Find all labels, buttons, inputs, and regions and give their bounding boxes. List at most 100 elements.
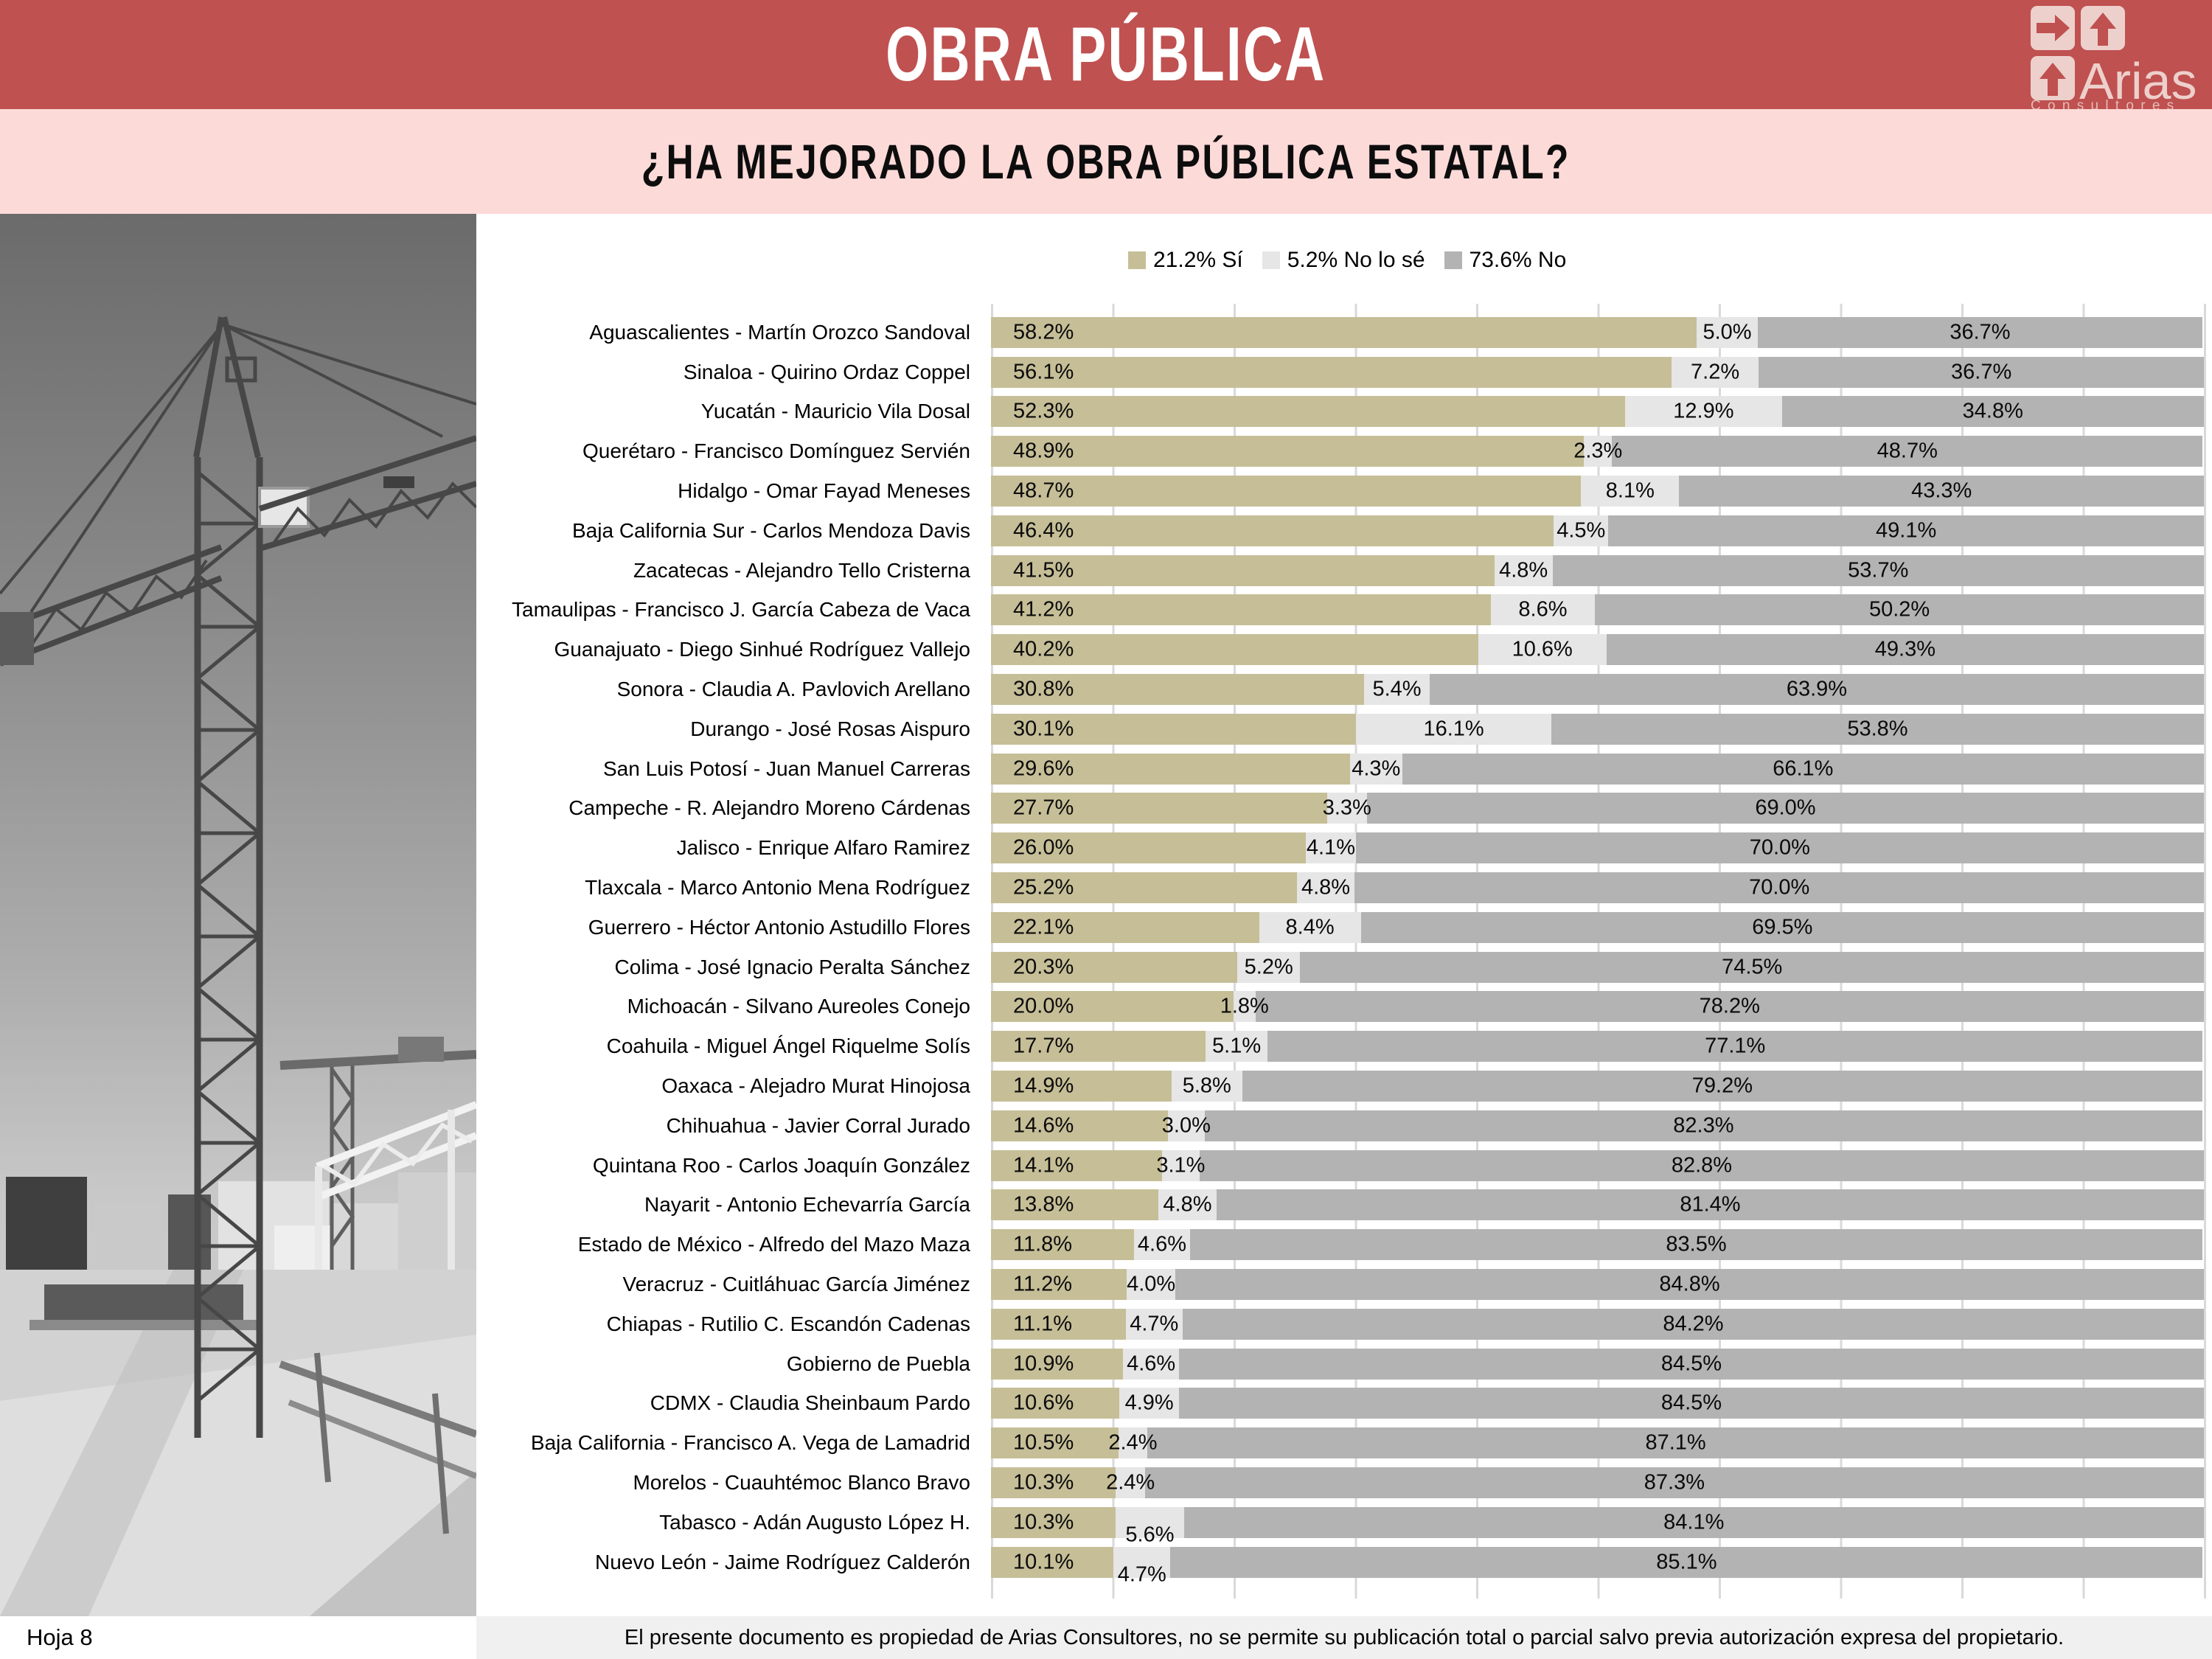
bar-track: 29.6% 4.3% 66.1% [991,753,2204,785]
value-label-no-lo-se: 2.3% [1573,439,1623,463]
category-label: Oaxaca - Alejadro Murat Hinojosa [661,1074,970,1098]
bar-row: Gobierno de Puebla 10.9% 4.6% 84.5% [476,1344,2204,1384]
legend-label: 5.2% No lo sé [1287,248,1425,272]
bar-segment-no: 70.0% [1355,832,2204,864]
value-label-si: 46.4% [1013,518,1074,543]
bar-track: 56.1% 7.2% 36.7% [991,356,2204,388]
value-label-no-lo-se: 4.6% [1127,1352,1176,1376]
value-label-si: 41.5% [1013,558,1074,582]
value-label-no-lo-se: 4.5% [1557,518,1606,543]
value-label-no: 83.5% [1666,1232,1727,1256]
value-label-no-lo-se: 4.9% [1124,1391,1174,1415]
value-label-no: 49.3% [1874,637,1936,661]
category-label: Chihuahua - Javier Corral Jurado [666,1113,970,1137]
bar-track: 10.3% 2.4% 87.3% [991,1467,2204,1498]
category-label: Hidalgo - Omar Fayad Meneses [678,479,970,503]
value-label-no-lo-se: 5.2% [1244,955,1293,979]
bar-segment-si: 56.1% [991,356,1672,388]
construction-crane-illustration [0,214,476,1616]
bar-segment-si: 11.2% [991,1269,1127,1301]
bar-segment-si: 41.5% [991,554,1495,586]
bar-segment-no: 48.7% [1612,436,2203,467]
value-label-si: 14.1% [1013,1153,1074,1178]
bar-row: Tamaulipas - Francisco J. García Cabeza … [476,591,2204,630]
value-label-no: 66.1% [1773,757,1834,781]
value-label-no: 43.3% [1911,479,1972,503]
bar-segment-no-lo-se: 4.0% [1127,1269,1175,1301]
bar-track: 30.1% 16.1% 53.8% [991,713,2204,745]
category-label: Campeche - R. Alejandro Moreno Cárdenas [568,796,970,820]
value-label-no: 53.7% [1848,558,1909,582]
value-label-no: 84.2% [1663,1312,1724,1336]
bar-segment-no-lo-se: 10.6% [1478,634,1607,666]
value-label-no: 63.9% [1786,677,1848,701]
value-label-no: 77.1% [1705,1034,1766,1058]
category-label: CDMX - Claudia Sheinbaum Pardo [650,1391,970,1415]
value-label-si: 20.3% [1013,955,1074,979]
value-label-no-lo-se: 3.3% [1322,796,1371,820]
copyright-notice: El presente documento es propiedad de Ar… [476,1616,2212,1659]
bar-segment-no: 53.8% [1551,713,2204,745]
value-label-si: 10.9% [1013,1352,1074,1376]
value-label-si: 48.7% [1013,479,1074,503]
legend-item: 73.6% No [1444,248,1567,273]
category-label: Jalisco - Enrique Alfaro Ramirez [676,836,970,860]
bar-segment-si: 14.9% [991,1071,1172,1102]
category-label: Guerrero - Héctor Antonio Astudillo Flor… [588,915,970,939]
bar-segment-no: 82.3% [1204,1110,2203,1141]
bar-segment-no: 53.7% [1552,554,2204,586]
value-label-si: 58.2% [1013,320,1074,344]
legend-label: 73.6% No [1469,248,1567,272]
bar-track: 58.2% 5.0% 36.7% [991,316,2204,348]
bar-track: 48.7% 8.1% 43.3% [991,476,2204,507]
bar-track: 10.3% 5.6% 84.1% [991,1506,2204,1547]
bar-row: Oaxaca - Alejadro Murat Hinojosa 14.9% 5… [476,1066,2204,1106]
bar-segment-no-lo-se: 4.9% [1119,1388,1179,1419]
bar-row: Nuevo León - Jaime Rodríguez Calderón 10… [476,1543,2204,1587]
category-label: Sonora - Claudia A. Pavlovich Arellano [616,678,970,701]
value-label-si: 52.3% [1013,399,1074,423]
bar-segment-si: 11.1% [991,1308,1126,1340]
value-label-si: 10.6% [1013,1391,1074,1415]
value-label-no-lo-se: 4.6% [1137,1232,1186,1256]
bar-segment-no-lo-se: 4.1% [1306,832,1356,864]
bar-track: 27.7% 3.3% 69.0% [991,793,2204,824]
category-label: Baja California Sur - Carlos Mendoza Dav… [572,518,970,542]
value-label-no: 49.1% [1876,518,1937,543]
bar-segment-no: 36.7% [1759,356,2204,388]
bar-segment-no-lo-se: 5.8% [1172,1071,1242,1102]
bar-segment-no-lo-se: 4.8% [1296,872,1355,904]
value-label-no: 81.4% [1680,1192,1741,1217]
arrow-right-icon [2037,15,2070,41]
bar-segment-no-lo-se: 4.6% [1134,1229,1190,1261]
value-label-no-lo-se: 4.8% [1499,558,1548,582]
bar-segment-no-lo-se: 12.9% [1625,396,1782,428]
value-label-no-lo-se: 8.4% [1285,915,1335,939]
bar-row: Aguascalientes - Martín Orozco Sandoval … [476,313,2204,352]
category-label: Coahuila - Miguel Ángel Riquelme Solís [606,1034,970,1058]
bar-segment-no: 82.8% [1199,1150,2204,1181]
value-label-no: 53.8% [1847,717,1908,741]
value-label-si: 25.2% [1013,875,1074,900]
bar-track: 14.9% 5.8% 79.2% [991,1071,2204,1102]
bar-row: Querétaro - Francisco Domínguez Servién … [476,431,2204,471]
value-label-si: 40.2% [1013,637,1074,661]
bar-segment-no: 70.0% [1354,872,2204,904]
category-label: Nuevo León - Jaime Rodríguez Calderón [595,1550,970,1573]
bar-segment-no-lo-se: 4.3% [1349,753,1402,785]
value-label-si: 20.0% [1013,994,1074,1018]
bar-segment-no-lo-se: 5.2% [1237,951,1301,983]
value-label-no: 84.1% [1663,1510,1725,1534]
bar-track: 41.5% 4.8% 53.7% [991,554,2204,586]
bar-segment-no: 81.4% [1216,1189,2204,1221]
category-label: Morelos - Cuauhtémoc Blanco Bravo [633,1471,970,1494]
bar-row: Baja California - Francisco A. Vega de L… [476,1423,2204,1463]
page-title: OBRA PÚBLICA [886,11,1326,97]
bar-row: Colima - José Ignacio Peralta Sánchez 20… [476,947,2204,987]
bar-track: 40.2% 10.6% 49.3% [991,634,2204,666]
value-label-no: 84.5% [1660,1391,1722,1415]
value-label-no-lo-se: 4.1% [1306,835,1356,860]
bar-row: CDMX - Claudia Sheinbaum Pardo 10.6% 4.9… [476,1384,2204,1424]
bar-segment-si: 48.7% [991,476,1582,507]
